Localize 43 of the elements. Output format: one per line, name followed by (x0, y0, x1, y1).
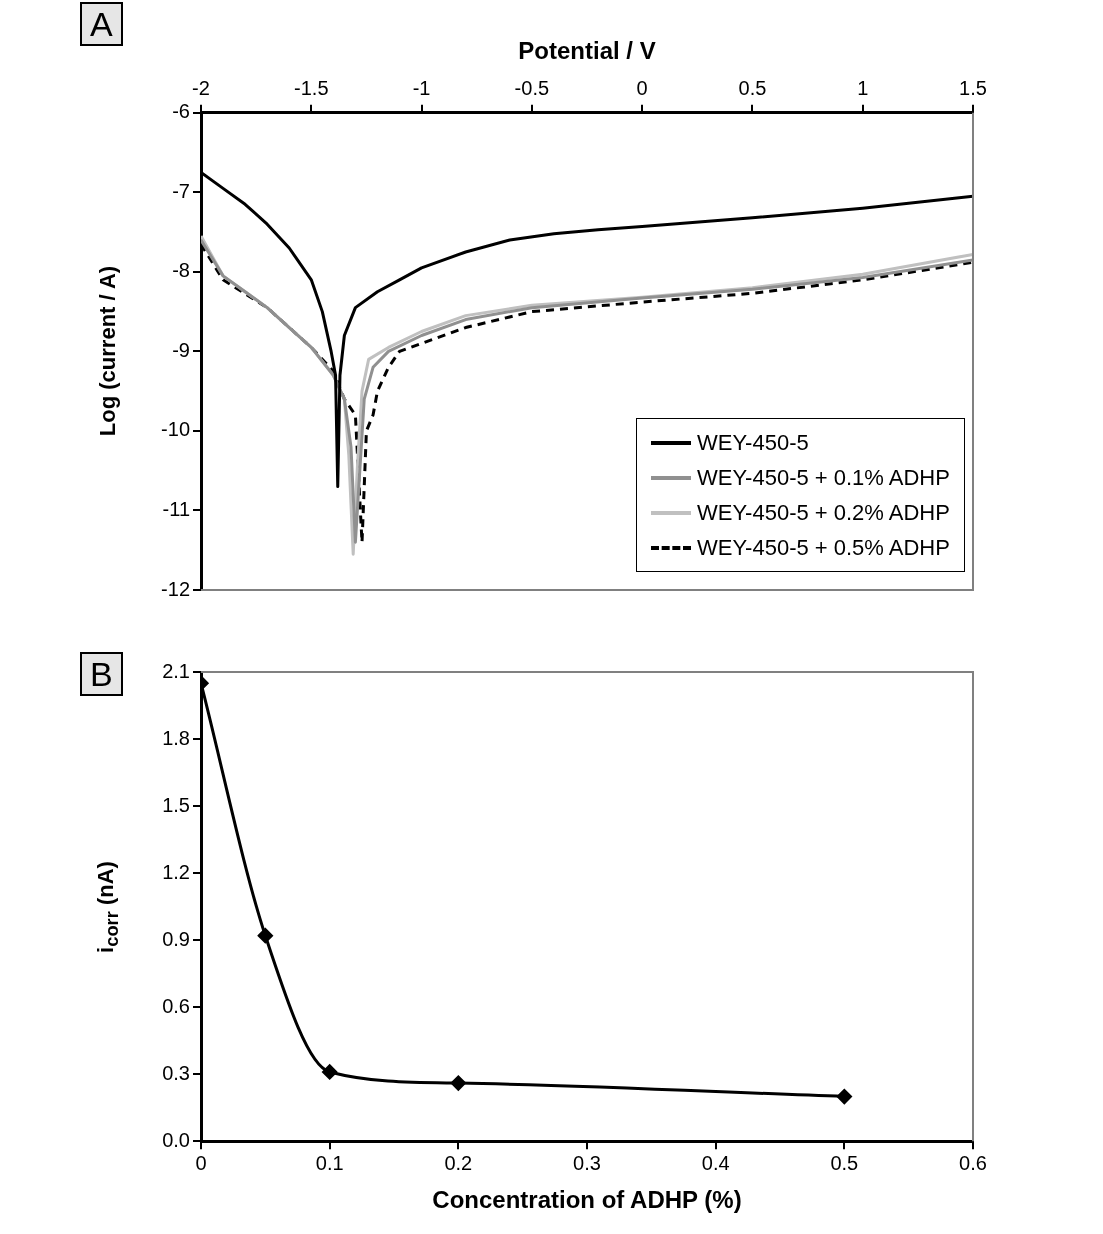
y-tick-label: 1.8 (162, 726, 190, 749)
y-tick-label: -10 (161, 418, 190, 441)
y-tick-label: 0.3 (162, 1061, 190, 1084)
y-tick-label: -7 (172, 179, 190, 202)
x-tick-label: 0 (195, 1151, 207, 1174)
x-tick-label: 0.1 (315, 1151, 344, 1174)
y-tick-label: -9 (172, 338, 190, 361)
y-tick-label: -6 (172, 100, 190, 123)
y-tick-label: 1.2 (162, 860, 190, 883)
point (257, 928, 273, 944)
y-tick-label: -11 (162, 497, 190, 520)
legend-label: WEY-450-5 + 0.2% ADHP (697, 499, 950, 526)
x-tick-label: -0.5 (514, 77, 550, 100)
x-tick-label: 1 (857, 77, 869, 100)
x-tick-label: 0.5 (830, 1151, 859, 1174)
y-tick-label: 0.0 (162, 1128, 190, 1151)
x-tick-label: 0.4 (701, 1151, 730, 1174)
x-axis-title: Concentration of ADHP (%) (432, 1186, 742, 1214)
x-axis-title: Potential / V (518, 37, 656, 65)
x-tick-label: 0 (636, 77, 648, 100)
y-tick-label: 1.5 (162, 793, 190, 816)
legend-label: WEY-450-5 (697, 429, 809, 456)
point (450, 1075, 466, 1091)
x-tick-label: 0.2 (444, 1151, 473, 1174)
legend-label: WEY-450-5 + 0.1% ADHP (697, 464, 950, 491)
legend-label: WEY-450-5 + 0.5% ADHP (697, 534, 950, 561)
x-tick-label: 0.5 (738, 77, 767, 100)
y-tick-label: 0.6 (162, 994, 190, 1017)
y-tick-label: 0.9 (162, 927, 190, 950)
y-axis-title: Log (current / A) (95, 266, 121, 437)
chart-title: A (80, 2, 123, 46)
x-tick-label: -1 (412, 77, 431, 100)
x-tick-label: 0.3 (573, 1151, 601, 1174)
x-tick-label: -1.5 (294, 77, 329, 100)
x-tick-label: 1.5 (959, 77, 987, 100)
x-tick-label: -2 (192, 77, 210, 100)
chart-title: B (80, 652, 123, 696)
y-tick-label: 2.1 (162, 659, 190, 682)
x-tick-label: 0.6 (959, 1151, 987, 1174)
point (322, 1064, 338, 1080)
point (836, 1089, 852, 1105)
y-tick-label: -8 (172, 259, 190, 282)
y-tick-label: -12 (161, 577, 190, 600)
